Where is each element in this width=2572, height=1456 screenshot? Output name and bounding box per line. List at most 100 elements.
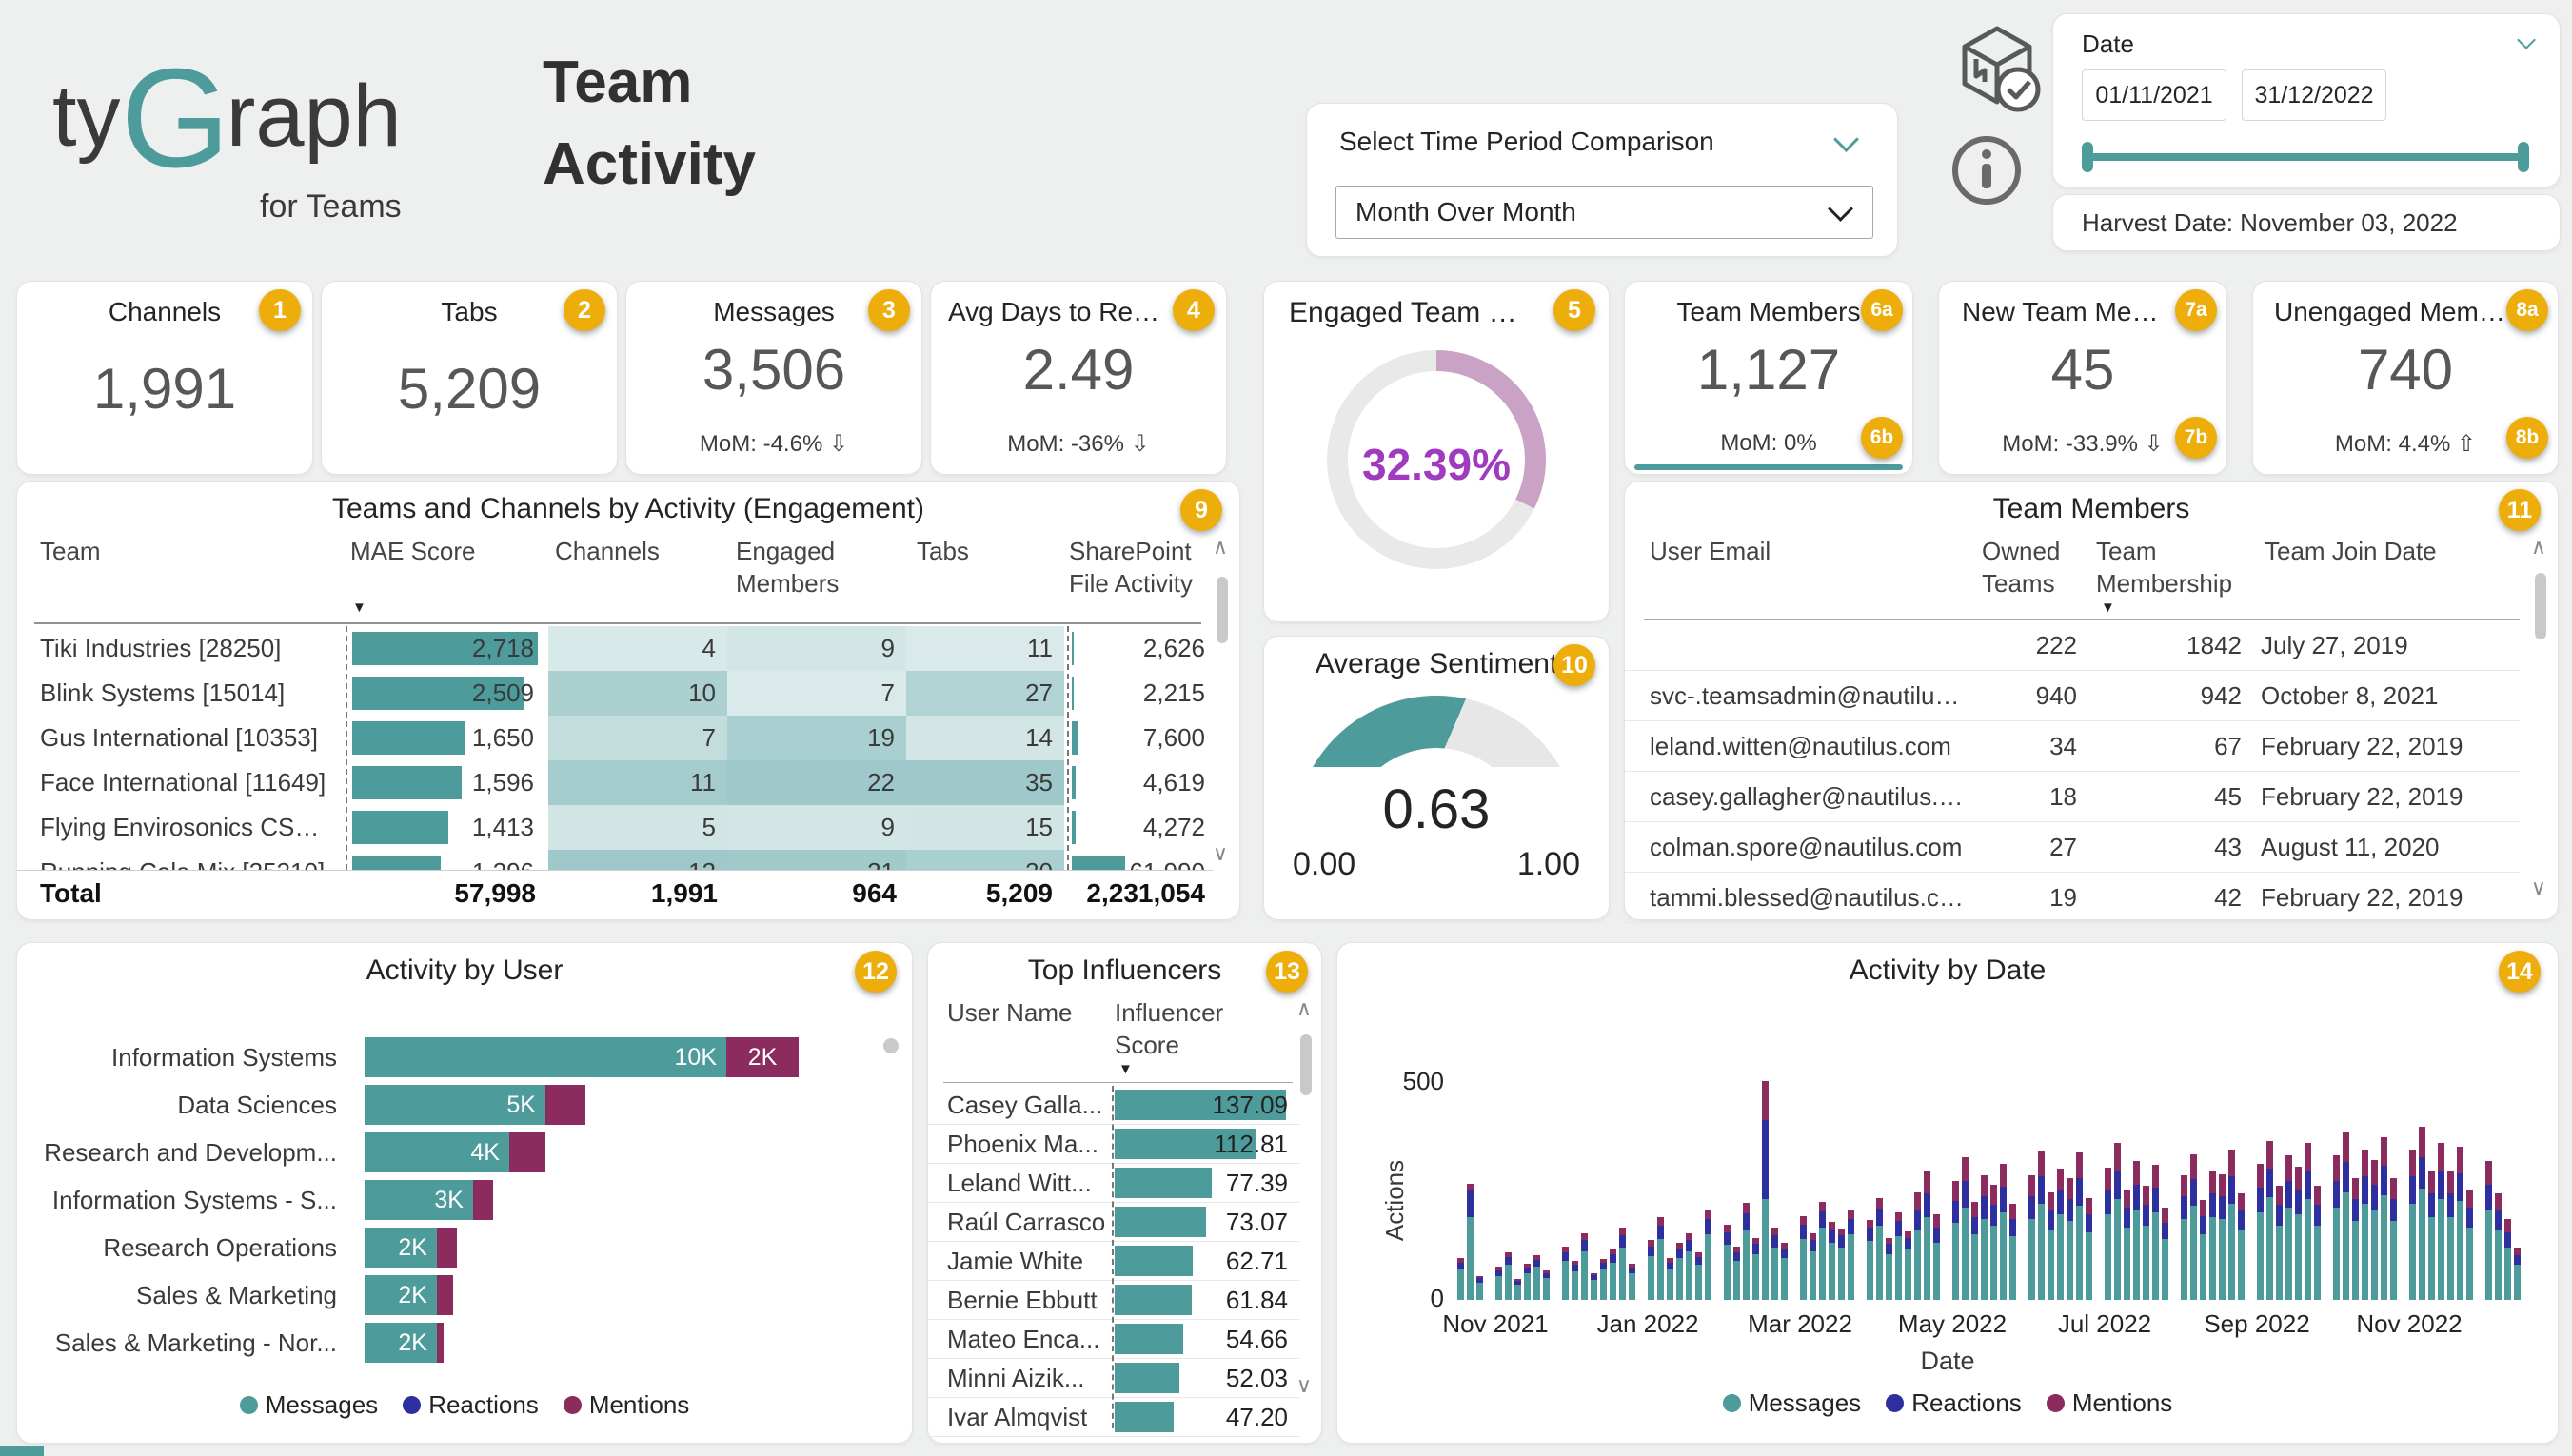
stacked-bar[interactable]: 3K: [365, 1180, 493, 1220]
table-row[interactable]: colman.spore@nautilus.com 27 43 August 11, …: [1625, 822, 2520, 873]
table-row[interactable]: Bernie Ebbutt 61.84: [928, 1281, 1299, 1320]
scroll-up-arrow[interactable]: ∧: [1212, 535, 1228, 559]
date-start-input[interactable]: 01/11/2021: [2082, 69, 2226, 121]
scrollbar-thumb[interactable]: [1300, 1034, 1312, 1095]
date-bar[interactable]: [1705, 1210, 1711, 1300]
date-bar[interactable]: [2295, 1167, 2302, 1300]
date-bar[interactable]: [1657, 1217, 1664, 1300]
date-bar[interactable]: [2105, 1168, 2111, 1300]
col-header-influencer[interactable]: Influencer: [1115, 998, 1224, 1027]
date-bar[interactable]: [2371, 1160, 2378, 1300]
stacked-bar[interactable]: 2K: [365, 1228, 457, 1268]
col-header-membership[interactable]: Team: [2096, 537, 2157, 565]
date-bar[interactable]: [1962, 1157, 1969, 1300]
col-header-join-date[interactable]: Team Join Date: [2265, 537, 2437, 565]
date-bar[interactable]: [2314, 1186, 2321, 1300]
table-row[interactable]: Mateo Enca... 54.66: [928, 1320, 1299, 1359]
bar-row[interactable]: Research and Developm... 4K: [36, 1129, 874, 1176]
kpi-card-messages[interactable]: Messages 3,506 MoM: -4.6% ⇩ 3: [625, 281, 922, 475]
slider-handle-left[interactable]: [2082, 142, 2093, 172]
table-row[interactable]: Casey Galla... 137.09: [928, 1086, 1299, 1125]
table-row[interactable]: 222 1842 July 27, 2019: [1625, 620, 2520, 671]
legend-item-messages[interactable]: Messages: [239, 1390, 378, 1420]
date-bar[interactable]: [1514, 1279, 1521, 1300]
date-bar[interactable]: [2124, 1190, 2130, 1300]
scroll-up-arrow[interactable]: ∧: [1296, 996, 1312, 1020]
date-bar[interactable]: [1781, 1243, 1788, 1300]
table-row[interactable]: Flying Envirosonics CSM ... 1,413 5 9 15 4,27…: [17, 805, 1213, 850]
date-bar[interactable]: [2466, 1190, 2473, 1300]
table-row[interactable]: Ivar Almqvist 47.20: [928, 1398, 1299, 1437]
kpi-card-channels[interactable]: Channels 1,991 1: [16, 281, 313, 475]
date-bar[interactable]: [1600, 1259, 1607, 1300]
date-bar[interactable]: [2162, 1208, 2168, 1300]
date-bar[interactable]: [1648, 1240, 1654, 1300]
scroll-down-arrow[interactable]: ∨: [1296, 1373, 1312, 1397]
date-bar[interactable]: [1533, 1255, 1540, 1300]
date-bar[interactable]: [2238, 1193, 2245, 1300]
date-bar[interactable]: [1819, 1202, 1826, 1300]
col-header-engaged[interactable]: Engaged: [736, 537, 836, 565]
date-bar[interactable]: [1543, 1270, 1550, 1300]
col-header-email[interactable]: User Email: [1650, 537, 1771, 565]
date-bar[interactable]: [2419, 1127, 2425, 1300]
date-bar[interactable]: [1895, 1212, 1902, 1300]
col-header-tabs[interactable]: Tabs: [917, 537, 969, 565]
date-bar[interactable]: [2133, 1161, 2140, 1300]
date-bar[interactable]: [2362, 1150, 2368, 1300]
date-bar[interactable]: [1676, 1243, 1683, 1300]
bar-row[interactable]: Research Operations 2K: [36, 1224, 874, 1271]
date-bar[interactable]: [1724, 1225, 1731, 1300]
stacked-bar[interactable]: 5K: [365, 1085, 585, 1125]
table-row[interactable]: Jamie White 62.71: [928, 1242, 1299, 1281]
date-bar[interactable]: [1762, 1081, 1769, 1300]
col-header-user-name[interactable]: User Name: [947, 998, 1073, 1027]
date-bar[interactable]: [2285, 1155, 2292, 1300]
stacked-bar[interactable]: 2K: [365, 1323, 444, 1363]
date-bar[interactable]: [2504, 1219, 2511, 1300]
date-bar[interactable]: [1610, 1249, 1616, 1300]
time-comparison-dropdown[interactable]: Month Over Month: [1335, 186, 1873, 239]
date-bar[interactable]: [1467, 1184, 1474, 1300]
bar-row[interactable]: Sales & Marketing - Nor... 2K: [36, 1319, 874, 1367]
date-bar[interactable]: [1562, 1247, 1569, 1300]
legend-item-reactions[interactable]: Reactions: [403, 1390, 539, 1420]
date-bar[interactable]: [2200, 1200, 2206, 1300]
table-row[interactable]: Phoenix Ma... 112.81: [928, 1125, 1299, 1164]
date-bar[interactable]: [2428, 1171, 2435, 1300]
bar-row[interactable]: Sales & Marketing 2K: [36, 1271, 874, 1319]
page-scroll-indicator[interactable]: [0, 1446, 44, 1456]
date-bar[interactable]: [2409, 1150, 2416, 1300]
date-bar[interactable]: [1867, 1220, 1873, 1300]
date-bar[interactable]: [2000, 1164, 2007, 1300]
table-row[interactable]: Face International [11649] 1,596 11 22 35 4,6…: [17, 760, 1213, 805]
date-bar[interactable]: [2219, 1174, 2226, 1300]
scroll-down-arrow[interactable]: ∨: [1212, 841, 1228, 865]
bar-row[interactable]: Information Systems 10K 2K: [36, 1033, 874, 1081]
date-bar[interactable]: [1952, 1181, 1959, 1300]
date-bar[interactable]: [2485, 1161, 2492, 1300]
table-row[interactable]: Running Cola Mix [25310] 1,296 122130 61,99…: [17, 850, 1213, 870]
date-bar[interactable]: [1524, 1264, 1531, 1300]
date-bar[interactable]: [2152, 1165, 2159, 1300]
date-bar[interactable]: [2276, 1186, 2283, 1300]
date-bar[interactable]: [2190, 1154, 2197, 1300]
date-bar[interactable]: [2381, 1137, 2387, 1300]
date-bar[interactable]: [1933, 1214, 1940, 1300]
table-row[interactable]: svc-.teamsadmin@nautilus.... 940 942 Octobe…: [1625, 671, 2520, 721]
date-bar[interactable]: [2076, 1152, 2083, 1300]
date-bar[interactable]: [2438, 1143, 2444, 1300]
date-bar[interactable]: [1733, 1247, 1740, 1300]
table-row[interactable]: Raúl Carrasco 73.07: [928, 1203, 1299, 1242]
date-bar[interactable]: [2209, 1171, 2216, 1300]
date-bar[interactable]: [1667, 1258, 1673, 1300]
sentiment-gauge-panel[interactable]: Average Sentiment 10 0.63 0.00 1.00: [1263, 636, 1610, 920]
date-bar[interactable]: [2181, 1175, 2187, 1300]
stacked-bar[interactable]: 4K: [365, 1132, 545, 1172]
date-bar[interactable]: [2352, 1178, 2359, 1300]
date-bar[interactable]: [2447, 1171, 2454, 1300]
date-bar[interactable]: [1971, 1202, 1978, 1300]
info-icon[interactable]: [1949, 133, 2024, 207]
scrollbar-thumb[interactable]: [2535, 573, 2546, 639]
kpi-card-tabs[interactable]: Tabs 5,209 2: [321, 281, 618, 475]
